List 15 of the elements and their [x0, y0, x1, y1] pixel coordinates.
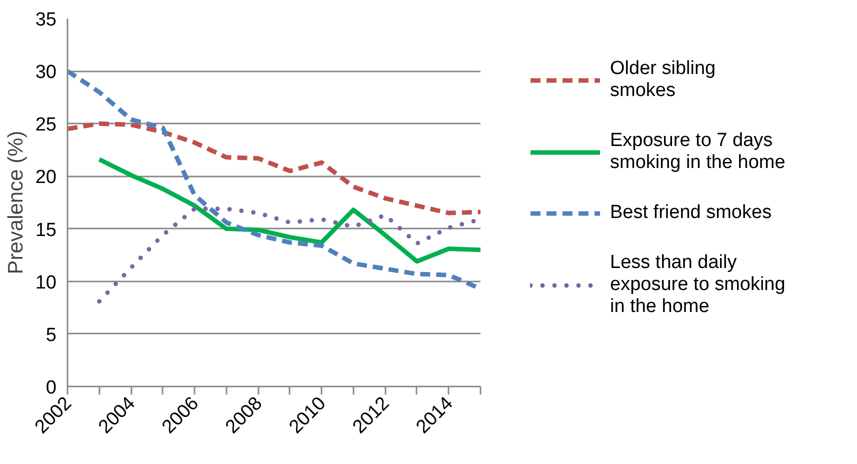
legend-label: Less than daily exposure to smoking in the home [610, 252, 786, 318]
y-tick-label: 30 [35, 62, 57, 84]
y-tick-label: 5 [46, 324, 57, 346]
y-tick-label: 25 [35, 114, 57, 136]
y-tick-label: 15 [35, 220, 57, 241]
line-series [97, 157, 480, 264]
y-tick-label: 0 [46, 378, 57, 398]
legend-label: Best friend smokes [610, 202, 772, 224]
y-tick-label: 10 [35, 272, 57, 294]
line-series [68, 121, 480, 216]
y-axis-title: Prevalence (%) [4, 130, 28, 274]
y-tick-label: 20 [35, 167, 57, 188]
legend-label: Older sibling smokes [610, 58, 716, 102]
legend-label: Exposure to 7 days smoking in the home [610, 130, 786, 174]
y-tick-label: 35 [35, 10, 57, 30]
